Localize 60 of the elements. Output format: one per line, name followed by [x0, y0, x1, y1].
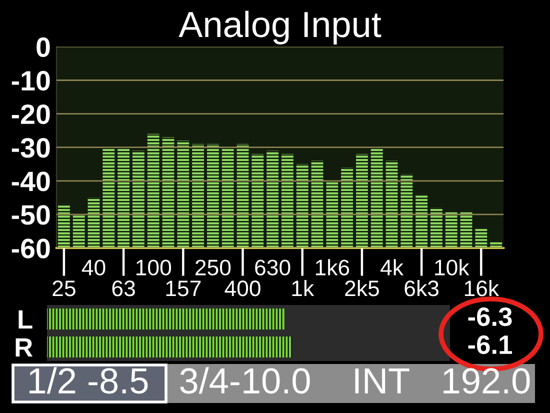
bar	[192, 144, 204, 248]
chart-title: Analog Input	[178, 10, 382, 44]
bar	[475, 228, 488, 248]
bar	[281, 154, 294, 248]
x-tick-label: 630	[255, 260, 290, 276]
y-tick-label: 0	[36, 37, 50, 58]
bar	[236, 144, 249, 248]
x-tick-label: 16k	[464, 280, 500, 296]
x-tick-label: 157	[166, 280, 201, 296]
y-tick-label: R	[16, 338, 33, 357]
x-tick-label: 2k5	[345, 280, 379, 296]
y-tick-label: -20	[12, 104, 50, 124]
x-tick-label: 63	[112, 280, 135, 296]
y-tick-label: -40	[12, 172, 50, 192]
bar	[416, 194, 428, 248]
bar	[177, 140, 190, 248]
x-tick-label: 1k6	[316, 259, 350, 276]
x-tick-label: 250	[196, 260, 231, 276]
bar	[326, 180, 338, 248]
bar	[266, 150, 279, 248]
bar	[88, 198, 100, 248]
bar	[132, 150, 144, 248]
text: INT	[355, 368, 410, 394]
bar	[400, 174, 413, 248]
bar	[445, 211, 458, 248]
bar	[311, 160, 324, 248]
text: 1/2 -8.5	[30, 367, 148, 394]
bar	[118, 147, 130, 248]
y-tick-label: -30	[12, 138, 50, 158]
x-tick-label: 25	[52, 280, 76, 296]
bar	[356, 154, 368, 248]
bar	[206, 144, 219, 248]
bar	[147, 134, 160, 248]
x-tick-label: 1k	[292, 280, 314, 296]
bar	[370, 147, 383, 248]
bar	[58, 204, 70, 248]
text: 3/4-10.0	[180, 367, 310, 394]
text: -6.1	[468, 335, 512, 354]
bar	[72, 214, 85, 248]
x-tick-label: 4k	[380, 259, 404, 276]
bar	[252, 154, 264, 248]
bar	[460, 211, 472, 248]
x-tick-label: 40	[82, 260, 106, 276]
text: -6.3	[468, 307, 512, 326]
y-tick-label: -50	[12, 205, 50, 225]
y-tick-label: -10	[12, 70, 50, 91]
bar	[102, 147, 115, 248]
bar	[341, 167, 354, 248]
bar	[430, 208, 442, 248]
bar	[386, 160, 398, 248]
bar	[222, 147, 234, 248]
x-tick-label: 6k3	[404, 280, 438, 296]
bar	[162, 137, 174, 248]
y-tick-label: -60	[12, 238, 50, 258]
x-tick-label: 10k	[435, 259, 470, 276]
y-tick-label: L	[18, 310, 32, 329]
x-tick-label: 100	[136, 260, 172, 276]
bar	[296, 164, 308, 248]
x-tick-label: 400	[224, 280, 260, 296]
text: 192.0	[444, 368, 530, 394]
